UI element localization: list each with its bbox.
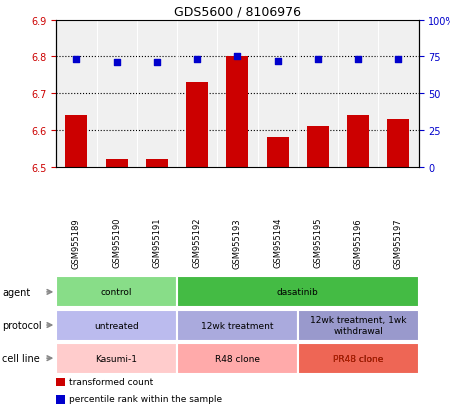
Title: GDS5600 / 8106976: GDS5600 / 8106976 [174,5,301,18]
Text: GSM955193: GSM955193 [233,217,242,268]
Text: GSM955195: GSM955195 [313,218,322,268]
Text: cell line: cell line [2,353,40,363]
Text: PR48 clone: PR48 clone [333,354,383,363]
Bar [177,310,298,341]
Bar [266,138,289,167]
Bar [56,343,177,374]
Point [314,57,321,64]
Bar [347,116,369,167]
Point [395,57,402,64]
Bar [56,395,65,404]
Bar [186,83,208,167]
Text: agent: agent [2,287,31,297]
Text: GSM955192: GSM955192 [193,218,202,268]
Text: R48 clone: R48 clone [215,354,260,363]
Text: GSM955191: GSM955191 [153,218,162,268]
Point [355,57,362,64]
Text: GSM955190: GSM955190 [112,218,121,268]
Bar [226,57,248,167]
Bar [106,160,128,167]
Text: protocol: protocol [2,320,42,330]
Bar [298,310,419,341]
Text: GSM955196: GSM955196 [354,217,363,268]
Text: 12wk treatment, 1wk
withdrawal: 12wk treatment, 1wk withdrawal [310,316,406,335]
Bar [298,343,419,374]
Point [194,57,201,64]
Bar [307,127,329,167]
Text: percentile rank within the sample: percentile rank within the sample [69,394,222,404]
Text: GSM955197: GSM955197 [394,217,403,268]
Text: GSM955189: GSM955189 [72,217,81,268]
Point [113,60,120,66]
Text: dasatinib: dasatinib [277,288,319,297]
Point [274,58,281,65]
Bar [146,160,168,167]
Bar [65,116,87,167]
Text: transformed count: transformed count [69,377,153,386]
Bar [56,378,65,387]
Text: 12wk treatment: 12wk treatment [201,321,274,330]
Point [234,54,241,61]
Bar [387,120,410,167]
Text: control: control [101,288,132,297]
Bar [177,277,418,308]
Bar [177,343,298,374]
Point [153,60,161,66]
Bar [56,310,177,341]
Text: PR48 clone: PR48 clone [333,354,383,363]
Text: GSM955194: GSM955194 [273,218,282,268]
Text: Kasumi-1: Kasumi-1 [95,354,138,363]
Bar [56,277,177,308]
Text: untreated: untreated [94,321,139,330]
Point [73,57,80,64]
